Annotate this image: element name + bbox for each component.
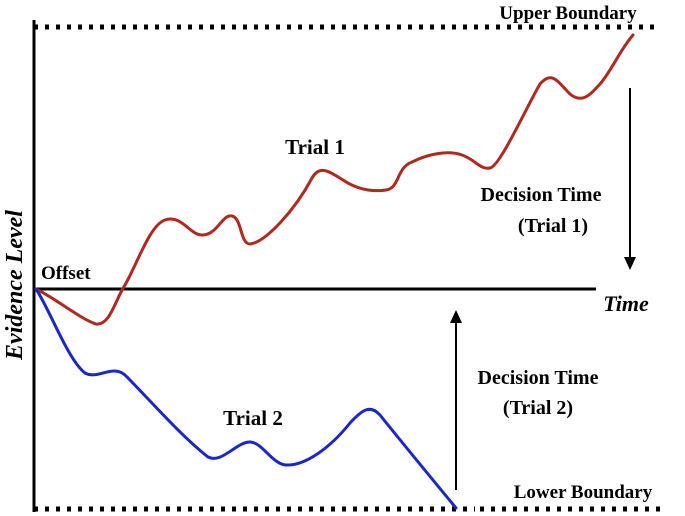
decision-time-1-arrowhead [624, 257, 636, 270]
decision-time-1-label-line1: Decision Time [481, 184, 602, 206]
offset-label: Offset [41, 263, 91, 284]
decision-time-2-arrowhead [450, 310, 462, 323]
decision-time-1-label-line2: (Trial 1) [518, 215, 588, 237]
trial1-path [34, 33, 635, 326]
trial2-label: Trial 2 [223, 406, 283, 430]
time-axis-label: Time [603, 291, 649, 316]
lower-boundary-label: Lower Boundary [514, 482, 653, 503]
decision-time-2-label-line1: Decision Time [478, 367, 599, 389]
trial1-label: Trial 1 [285, 135, 345, 159]
upper-boundary-label: Upper Boundary [499, 3, 637, 24]
y-axis-label: Evidence Level [2, 210, 28, 361]
decision-time-2-label-line2: (Trial 2) [503, 397, 573, 419]
trial2-path [34, 287, 458, 510]
